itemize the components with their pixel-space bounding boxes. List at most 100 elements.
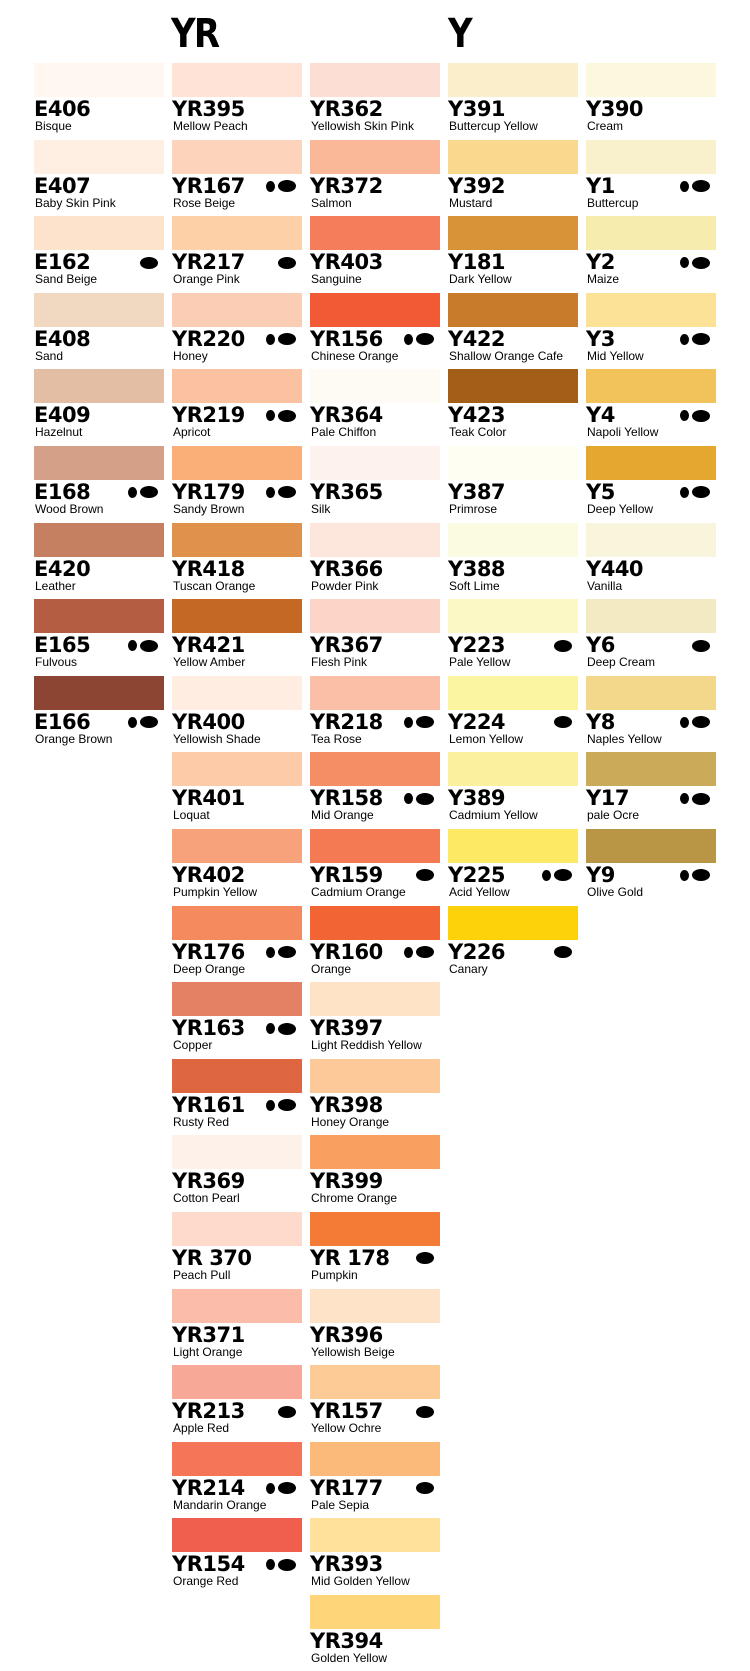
color-code: YR167: [172, 173, 245, 198]
color-swatch-item: E409 Hazelnut: [34, 369, 164, 446]
nib-icons: [680, 333, 710, 346]
color-code: YR394: [310, 1628, 383, 1653]
color-swatch: [310, 599, 440, 634]
color-swatch-item: Y388 Soft Lime: [448, 522, 578, 600]
nib-icons: [404, 946, 434, 959]
color-swatch-item: YR364 Pale Chiffon: [310, 369, 440, 446]
color-code: YR218: [310, 709, 383, 734]
color-code: YR402: [172, 862, 245, 887]
color-name: Buttercup: [587, 195, 639, 210]
color-name: Naples Yellow: [587, 731, 662, 746]
color-code: YR177: [310, 1475, 383, 1500]
color-code: YR369: [172, 1169, 245, 1194]
nib-icons: [404, 792, 434, 805]
color-name: Tuscan Orange: [173, 578, 256, 593]
color-swatch-item: YR167 Rose Beige: [172, 139, 302, 217]
color-name: Maize: [587, 272, 620, 287]
broad-nib-icon: [692, 333, 710, 346]
color-code: Y4: [586, 403, 615, 428]
color-swatch: [172, 1058, 302, 1093]
color-name: Dark Yellow: [449, 272, 512, 287]
color-swatch: [310, 828, 440, 863]
fine-nib-icon: [404, 946, 413, 958]
color-name: Orange Brown: [35, 731, 113, 746]
color-swatch: [586, 369, 716, 404]
fine-nib-icon: [404, 716, 413, 728]
color-code: Y387: [448, 479, 506, 504]
color-code: Y390: [586, 97, 644, 121]
color-code: E420: [34, 556, 91, 581]
broad-nib-icon: [278, 1558, 296, 1571]
color-swatch-item: YR367 Flesh Pink: [310, 599, 440, 676]
color-code: YR213: [172, 1399, 245, 1424]
color-swatch: [310, 1594, 440, 1629]
color-name: Fulvous: [35, 655, 78, 670]
fine-nib-icon: [128, 640, 137, 652]
color-code: Y8: [586, 709, 615, 734]
broad-nib-icon: [278, 409, 296, 422]
color-swatch-item: YR400 Yellowish Shade: [172, 675, 302, 753]
color-name: Orange Red: [173, 1574, 239, 1589]
broad-nib-icon: [554, 716, 572, 729]
header-yr: YR: [171, 11, 220, 57]
color-swatch-item: YR179 Sandy Brown: [172, 445, 302, 523]
color-swatch: [586, 522, 716, 557]
color-swatch-item: Y390 Cream: [586, 63, 716, 140]
nib-icons: [692, 639, 710, 652]
color-name: pale Ocre: [587, 808, 640, 823]
color-name: Yellowish Shade: [173, 731, 261, 746]
color-swatch-item: Y389 Cadmium Yellow: [448, 752, 578, 829]
color-code: Y389: [448, 786, 506, 811]
color-swatch: [172, 1518, 302, 1553]
color-swatch: [172, 216, 302, 251]
color-swatch-item: YR398 Honey Orange: [310, 1058, 440, 1136]
nib-icons: [266, 1482, 296, 1495]
color-code: YR396: [310, 1322, 383, 1347]
color-swatch: [172, 905, 302, 940]
color-swatch-item: YR218 Tea Rose: [310, 675, 440, 753]
broad-nib-icon: [692, 180, 710, 193]
color-name: Mellow Peach: [173, 119, 248, 133]
color-swatch: [310, 292, 440, 327]
color-name: Buttercup Yellow: [449, 119, 538, 133]
broad-nib-icon: [554, 869, 572, 882]
color-name: Apricot: [173, 425, 211, 440]
nib-icons: [128, 639, 158, 652]
color-code: YR 370: [172, 1245, 252, 1270]
color-code: YR220: [172, 326, 245, 351]
color-swatch: [448, 828, 578, 863]
fine-nib-icon: [680, 869, 689, 881]
color-swatch: [172, 599, 302, 634]
color-swatch-item: YR365 Silk: [310, 445, 440, 523]
broad-nib-icon: [692, 869, 710, 882]
color-swatch: [586, 292, 716, 327]
color-swatch: [448, 752, 578, 787]
nib-icons: [680, 716, 710, 729]
nib-icons: [128, 486, 158, 499]
color-name: Acid Yellow: [449, 884, 510, 899]
color-name: Sand Beige: [35, 272, 98, 287]
color-name: Teak Color: [449, 425, 507, 440]
color-swatch: [172, 675, 302, 710]
broad-nib-icon: [278, 333, 296, 346]
color-swatch: [172, 522, 302, 557]
color-code: Y224: [448, 709, 506, 734]
color-swatch-item: E407 Baby Skin Pink: [34, 139, 164, 217]
color-code: Y2: [586, 250, 615, 275]
fine-nib-icon: [680, 410, 689, 422]
color-code: YR398: [310, 1092, 383, 1117]
color-swatch: [34, 675, 164, 710]
color-swatch: [172, 828, 302, 863]
broad-nib-icon: [416, 792, 434, 805]
color-swatch: [34, 63, 164, 97]
color-swatch: [310, 752, 440, 787]
color-code: YR365: [310, 479, 383, 504]
broad-nib-icon: [416, 333, 434, 346]
color-swatch-item: YR393 Mid Golden Yellow: [310, 1518, 440, 1595]
color-name: Olive Gold: [587, 884, 644, 899]
color-code: Y181: [448, 250, 506, 275]
broad-nib-icon: [140, 256, 158, 269]
broad-nib-icon: [278, 1405, 296, 1418]
color-name: Light Orange: [173, 1344, 243, 1359]
color-swatch: [310, 1518, 440, 1553]
